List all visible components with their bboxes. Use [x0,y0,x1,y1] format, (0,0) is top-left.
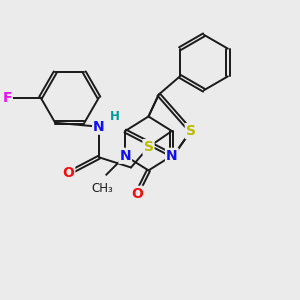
Text: N: N [93,120,105,134]
Text: S: S [143,140,154,154]
Text: N: N [166,149,178,163]
Text: F: F [2,91,12,104]
Text: O: O [62,166,74,180]
Text: N: N [119,149,131,163]
Text: O: O [131,187,143,201]
Text: H: H [110,110,120,123]
Text: CH₃: CH₃ [91,182,113,195]
Text: S: S [186,124,196,138]
